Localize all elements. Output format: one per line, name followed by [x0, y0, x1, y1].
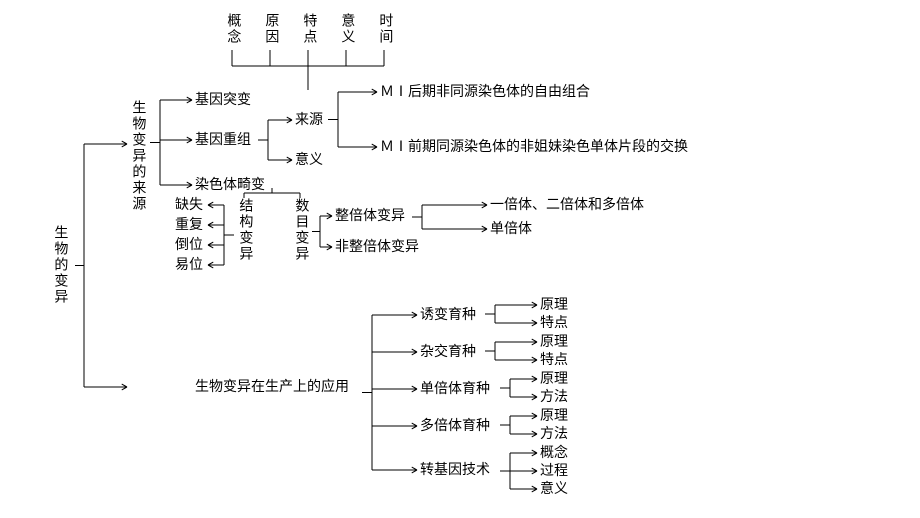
node-mutagen: 诱变育种	[420, 308, 476, 323]
node-queshi: 缺失	[175, 198, 203, 213]
node-struct_var: 结构变异	[237, 198, 252, 262]
node-hyb_tedian: 特点	[540, 353, 568, 368]
node-gene_mut: 基因突变	[195, 93, 251, 108]
node-root: 生物的变异	[52, 225, 67, 305]
node-monoploid_breed: 单倍体育种	[420, 382, 490, 397]
node-laiyuan: 来源	[295, 113, 323, 128]
node-mut_yuanli: 原理	[540, 298, 568, 313]
node-top_yuanyin: 原因	[263, 13, 278, 45]
node-aneuploid: 非整倍体变异	[335, 240, 419, 255]
node-application: 生物变异在生产上的应用	[195, 380, 349, 395]
node-hyb_yuanli: 原理	[540, 335, 568, 350]
node-trans_yiyi: 意义	[540, 482, 568, 497]
node-m1_late: ＭⅠ后期非同源染色体的自由组合	[380, 85, 590, 100]
node-ploidy_desc: 一倍体、二倍体和多倍体	[490, 198, 644, 213]
diagram-connectors	[0, 0, 920, 518]
node-top_gainian: 概念	[225, 13, 240, 45]
node-chrom_aberr: 染色体畸变	[195, 178, 265, 193]
node-mono_yuanli: 原理	[540, 372, 568, 387]
node-mono_fangfa: 方法	[540, 390, 568, 405]
node-m1_early: ＭⅠ前期同源染色体的非姐妹染色单体片段的交换	[380, 140, 688, 155]
node-mut_tedian: 特点	[540, 316, 568, 331]
node-daowei: 倒位	[175, 238, 203, 253]
node-num_var: 数目变异	[293, 198, 308, 262]
node-yiyi2: 意义	[295, 153, 323, 168]
node-trans_gainian: 概念	[540, 446, 568, 461]
node-euploid: 整倍体变异	[335, 209, 405, 224]
node-top_tedian: 特点	[301, 13, 316, 45]
node-transgenic: 转基因技术	[420, 463, 490, 478]
node-haploid: 单倍体	[490, 222, 532, 237]
node-top_shijian: 时间	[377, 13, 392, 45]
node-top_yiyi: 意义	[339, 13, 354, 45]
node-gene_recomb: 基因重组	[195, 133, 251, 148]
node-poly_yuanli: 原理	[540, 409, 568, 424]
node-chongfu: 重复	[175, 218, 203, 233]
node-source: 生物变异的来源	[130, 100, 145, 212]
node-trans_guocheng: 过程	[540, 464, 568, 479]
node-poly_fangfa: 方法	[540, 427, 568, 442]
node-yiwei: 易位	[175, 258, 203, 273]
node-hybrid: 杂交育种	[420, 345, 476, 360]
node-polyploid_breed: 多倍体育种	[420, 419, 490, 434]
